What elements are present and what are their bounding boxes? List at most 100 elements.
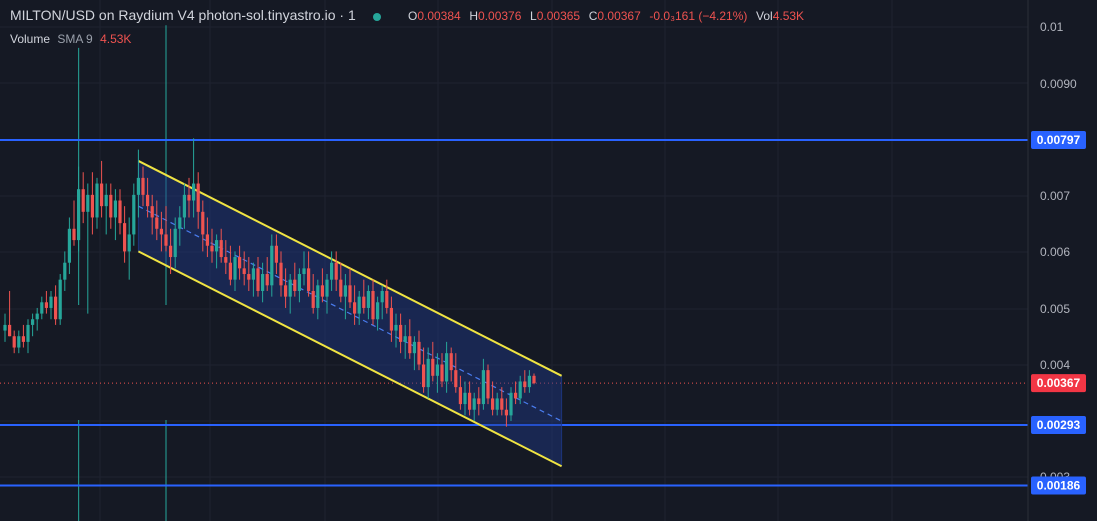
price-tags: 0.00797 0.00293 0.00186 0.00367 (1031, 131, 1086, 495)
candle-body (316, 285, 320, 308)
candle-body (445, 353, 449, 382)
hline-price-tag-0-bg (1031, 131, 1086, 149)
candle-body (412, 341, 416, 354)
candle-112 (518, 375, 522, 405)
candle-27 (127, 217, 131, 280)
candle-25 (118, 189, 122, 235)
candle-body (302, 268, 306, 275)
candle-body (67, 228, 71, 263)
legend-volume: Volume SMA 9 4.53K (10, 32, 131, 46)
candle-body (334, 262, 338, 280)
candle-body (495, 398, 499, 410)
close-value: 0.00367 (597, 9, 641, 23)
candle-70 (325, 274, 329, 314)
candle-73 (339, 262, 343, 303)
candle-14 (67, 217, 71, 275)
candle-60 (279, 251, 283, 297)
high-label: H (469, 9, 479, 23)
candle-103 (477, 387, 481, 416)
candle-body (288, 279, 292, 297)
candle-22 (104, 183, 108, 235)
candle-body (210, 245, 214, 252)
candle-52 (242, 251, 246, 286)
candle-49 (228, 245, 232, 286)
candle-63 (293, 262, 297, 297)
candle-body (297, 274, 301, 291)
candle-body (242, 268, 246, 275)
candle-99 (458, 375, 462, 410)
candle-79 (366, 285, 370, 320)
candle-12 (58, 274, 62, 325)
candle-87 (403, 324, 407, 359)
symbol-title[interactable]: MILTON/USD on Raydium V4 photon-sol.tiny… (10, 7, 356, 23)
sma-label: SMA 9 (57, 32, 93, 46)
candle-body (26, 324, 30, 342)
status-dot-icon (373, 12, 382, 21)
candle-body (63, 262, 67, 280)
hline-price-tag-0-label: 0.00797 (1037, 133, 1081, 147)
candle-body (155, 217, 159, 229)
candle-body (44, 302, 48, 308)
candle-body (104, 194, 108, 207)
candle-body (40, 302, 44, 314)
candle-37 (173, 217, 177, 269)
candle-body (343, 285, 347, 297)
open-label: O (407, 9, 418, 23)
candle-body (113, 200, 117, 218)
candle-body (376, 302, 380, 320)
candle-74 (343, 274, 347, 320)
change-value: -0.0₃161 (−4.21%) (649, 9, 748, 23)
candle-97 (449, 347, 453, 382)
candle-24 (113, 189, 117, 241)
candle-80 (371, 279, 375, 325)
candle-body (307, 268, 311, 291)
candle-body (228, 262, 232, 280)
candle-101 (468, 381, 472, 416)
candle-17 (81, 172, 85, 224)
candle-body (77, 189, 81, 241)
candle-body (54, 296, 58, 320)
candle-95 (440, 353, 444, 388)
candle-body (454, 370, 458, 388)
candle-body (86, 194, 90, 212)
hline-price-tag-2-bg (1031, 476, 1086, 495)
candle-body (353, 302, 357, 314)
candle-86 (399, 313, 403, 354)
open-value: 0.00384 (417, 9, 461, 23)
candle-body (95, 183, 99, 218)
candle-23 (109, 183, 113, 229)
candle-body (265, 274, 269, 286)
y-tick-label: 0.004 (1040, 358, 1070, 372)
candle-109 (504, 398, 508, 427)
volume-bars (77, 25, 167, 521)
candle-8 (40, 296, 44, 320)
last-price-tag-label: 0.00367 (1037, 376, 1081, 390)
horizontal-lines[interactable] (0, 139, 1028, 487)
candle-body (146, 194, 150, 207)
candle-body (279, 262, 283, 286)
candle-body (247, 274, 251, 280)
candle-0 (3, 313, 7, 342)
candle-35 (164, 206, 168, 252)
candle-76 (353, 285, 357, 325)
candle-body (251, 268, 255, 280)
candle-body (21, 336, 25, 342)
volume-label[interactable]: Volume (10, 32, 51, 46)
candle-82 (380, 285, 384, 320)
candle-2 (12, 330, 16, 354)
candle-113 (523, 370, 527, 393)
candle-body (481, 370, 485, 405)
candle-body (330, 262, 334, 280)
candle-33 (155, 200, 159, 241)
candle-body (468, 392, 472, 410)
vol-label: Vol (756, 9, 773, 23)
candle-body (514, 392, 518, 399)
hline-price-tag-1-bg (1031, 416, 1086, 434)
parallel-channel[interactable] (137, 160, 563, 468)
channel-lower-line[interactable] (137, 250, 563, 468)
candle-body (270, 245, 274, 286)
candle-body (132, 194, 136, 235)
